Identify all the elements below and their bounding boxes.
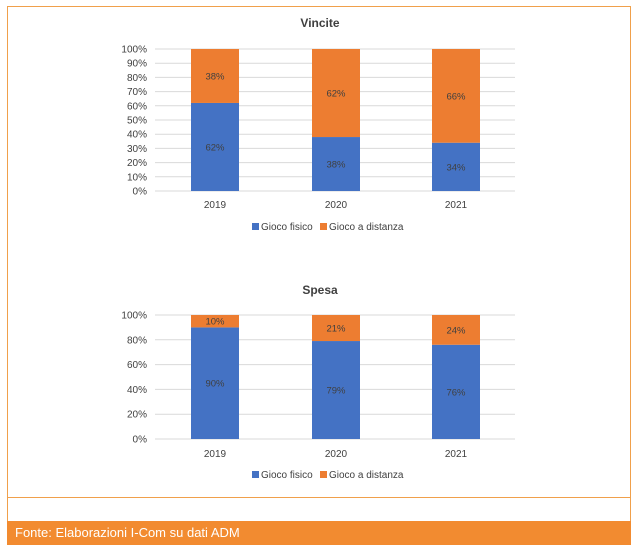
chart-2-data-label: 76% (446, 387, 466, 398)
chart-1-y-tick-label: 70% (127, 87, 147, 98)
chart-1-y-tick-label: 100% (121, 45, 147, 56)
frame-top-left-segment (7, 6, 31, 7)
chart-1-legend-label: Gioco a distanza (329, 222, 404, 233)
chart-1-bar-gioco-fisico-2019 (191, 102, 239, 191)
chart-2-y-tick-label: 100% (121, 311, 147, 322)
chart-2-bar-gioco-a-distanza-2020 (312, 315, 360, 342)
chart-2-x-tick-label: 2019 (204, 449, 227, 460)
chart-1-legend-label: Gioco fisico (261, 222, 313, 233)
chart-2-bar-gioco-fisico-2020 (312, 341, 360, 439)
chart-1-title: Vincite (300, 16, 339, 30)
frame-top-right-segment (531, 6, 631, 7)
chart-1-data-label: 38% (205, 71, 225, 82)
source-footer: Fonte: Elaborazioni I-Com su dati ADM (7, 521, 631, 545)
chart-2-y-tick-label: 60% (127, 360, 147, 371)
chart-1-y-tick-label: 80% (127, 73, 147, 84)
chart-1-y-tick-label: 10% (127, 172, 147, 183)
chart-1-legend-swatch (252, 223, 259, 230)
chart-2-data-label: 21% (326, 324, 346, 335)
footer-separator (7, 497, 631, 498)
chart-1-bar-gioco-fisico-2020 (312, 137, 360, 191)
chart-1-y-tick-label: 50% (127, 116, 147, 127)
chart-1-data-label: 62% (326, 89, 346, 100)
chart-1-y-tick-label: 40% (127, 130, 147, 141)
chart-1-bar-gioco-a-distanza-2020 (312, 49, 360, 138)
chart-2-y-tick-label: 20% (127, 410, 147, 421)
chart-2-data-label: 24% (446, 325, 466, 336)
chart-1-bar-gioco-fisico-2021 (432, 142, 480, 191)
chart-1-bar-gioco-a-distanza-2019 (191, 49, 239, 103)
chart-2-y-tick-label: 80% (127, 335, 147, 346)
chart-2-data-label: 79% (326, 386, 346, 397)
chart-2-bar-gioco-a-distanza-2021 (432, 315, 480, 345)
chart-2-data-label: 10% (205, 317, 225, 328)
chart-2-y-tick-label: 40% (127, 385, 147, 396)
chart-2-x-tick-label: 2020 (325, 449, 348, 460)
chart-2-legend-swatch (252, 471, 259, 478)
chart-1-data-label: 62% (205, 142, 225, 153)
chart-2-bar-gioco-fisico-2019 (191, 327, 239, 439)
chart-1-y-tick-label: 90% (127, 59, 147, 70)
chart-2-y-tick-label: 0% (133, 435, 148, 446)
chart-2-legend-label: Gioco a distanza (329, 470, 404, 481)
chart-2-legend-swatch (320, 471, 327, 478)
chart-1-bar-gioco-a-distanza-2021 (432, 49, 480, 143)
chart-1-y-tick-label: 30% (127, 144, 147, 155)
chart-2-bar-gioco-a-distanza-2019 (191, 315, 239, 328)
chart-1-y-tick-label: 60% (127, 101, 147, 112)
chart-1-x-tick-label: 2019 (204, 200, 227, 211)
chart-2-x-tick-label: 2021 (445, 449, 468, 460)
chart-1-data-label: 66% (446, 91, 466, 102)
chart-1-y-tick-label: 20% (127, 158, 147, 169)
chart-2-legend-label: Gioco fisico (261, 470, 313, 481)
chart-2-title: Spesa (302, 283, 338, 297)
chart-1-x-tick-label: 2021 (445, 200, 468, 211)
chart-1-data-label: 38% (326, 160, 346, 171)
chart-1-y-tick-label: 0% (133, 187, 148, 198)
source-text: Fonte: Elaborazioni I-Com su dati ADM (15, 525, 240, 540)
chart-2-bar-gioco-fisico-2021 (432, 344, 480, 439)
chart-1-data-label: 34% (446, 162, 466, 173)
chart-2-data-label: 90% (205, 379, 225, 390)
chart-1-legend-swatch (320, 223, 327, 230)
chart-1-x-tick-label: 2020 (325, 200, 348, 211)
